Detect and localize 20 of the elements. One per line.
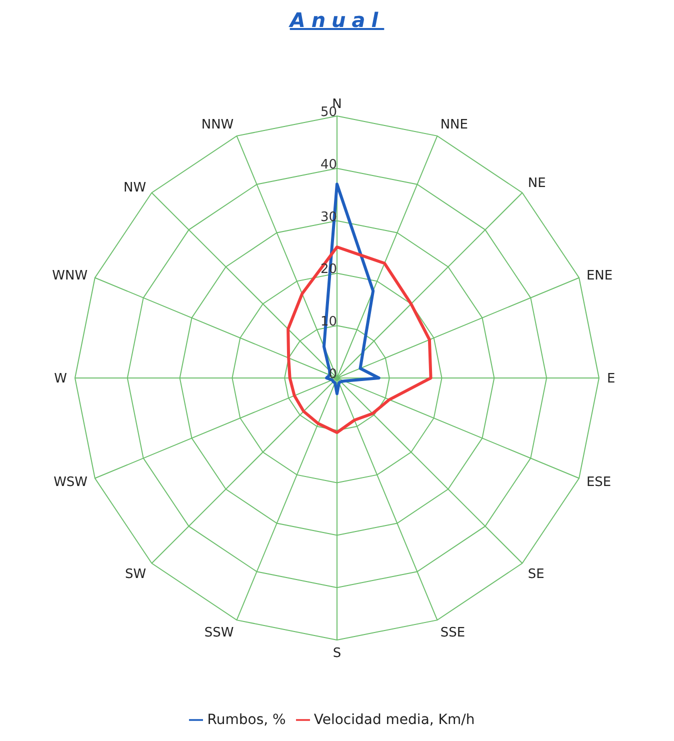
spoke-label: WSW xyxy=(54,474,88,490)
spoke-label: SSW xyxy=(204,626,234,641)
legend-label: Velocidad media, Km/h xyxy=(314,712,475,728)
legend-label: Rumbos, % xyxy=(207,712,286,728)
spoke-label: ENE xyxy=(586,268,613,284)
spoke-label: SE xyxy=(528,567,544,582)
spoke-label: ESE xyxy=(586,474,612,490)
spoke-label: SW xyxy=(124,567,146,582)
spoke-label: E xyxy=(607,372,616,387)
spoke-label: NE xyxy=(528,176,546,192)
spoke-label: NW xyxy=(123,180,146,196)
spoke-label: WNW xyxy=(52,268,88,284)
spoke-label: NNW xyxy=(201,118,234,133)
chart-title: Anual xyxy=(288,8,386,32)
spoke-label: S xyxy=(332,646,342,662)
spoke-label: NNE xyxy=(440,118,468,133)
y-tick-label: 0 xyxy=(328,367,337,382)
spoke-label: W xyxy=(54,372,68,387)
spoke-label: SSE xyxy=(440,626,466,641)
y-tick-label: 40 xyxy=(320,157,337,172)
